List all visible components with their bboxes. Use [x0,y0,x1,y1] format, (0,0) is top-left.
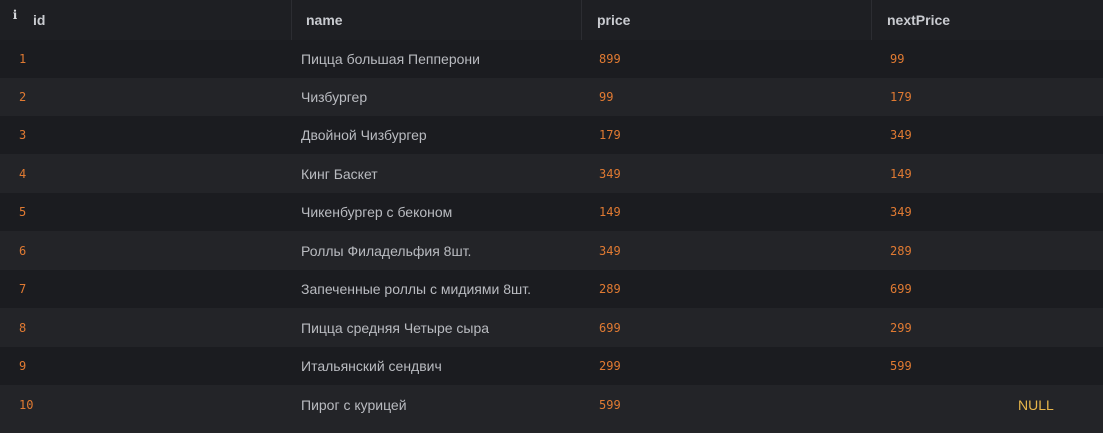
table-row[interactable]: 10 Пирог с курицей 599 NULL [0,386,1103,424]
cell-id[interactable]: 1 [19,52,27,66]
cell-price[interactable]: 599 [599,398,621,412]
cell-id[interactable]: 3 [19,128,27,142]
column-header-label: nextPrice [887,12,951,28]
cell-id[interactable]: 8 [19,321,27,335]
cell-nextprice[interactable]: 349 [890,128,912,142]
cell-price[interactable]: 299 [599,359,621,373]
cell-id[interactable]: 2 [19,90,27,104]
info-icon[interactable]: i [12,8,18,22]
cell-id[interactable]: 10 [19,398,34,412]
cell-nextprice[interactable]: 349 [890,205,912,219]
cell-nextprice[interactable]: 179 [890,90,912,104]
column-header-id[interactable]: i id [0,0,292,40]
cell-id[interactable]: 9 [19,359,27,373]
column-header-label: id [33,12,46,28]
cell-name[interactable]: Чикенбургер с беконом [301,204,453,220]
cell-price[interactable]: 179 [599,128,621,142]
cell-price[interactable]: 99 [599,90,614,104]
cell-name[interactable]: Пицца средняя Четыре сыра [301,320,490,336]
cell-nextprice[interactable]: 699 [890,282,912,296]
column-header-name[interactable]: name [292,0,582,40]
cell-id[interactable]: 4 [19,167,27,181]
cell-name[interactable]: Запеченные роллы с мидиями 8шт. [301,281,531,297]
column-header-label: price [597,12,631,28]
cell-price[interactable]: 289 [599,282,621,296]
cell-name[interactable]: Роллы Филадельфия 8шт. [301,243,472,259]
cell-nextprice[interactable]: 599 [890,359,912,373]
cell-nextprice[interactable]: 299 [890,321,912,335]
cell-name[interactable]: Пирог с курицей [301,397,407,413]
column-header-nextprice[interactable]: nextPrice [872,0,1103,40]
table-row[interactable]: 9 Итальянский сендвич 299 599 [0,347,1103,385]
cell-price[interactable]: 349 [599,167,621,181]
cell-nextprice-null[interactable]: NULL [1018,397,1054,413]
cell-price[interactable]: 149 [599,205,621,219]
cell-name[interactable]: Двойной Чизбургер [301,127,427,143]
table-row[interactable]: 1 Пицца большая Пепперони 899 99 [0,40,1103,78]
cell-name[interactable]: Кинг Баскет [301,166,378,182]
table-row[interactable]: 6 Роллы Филадельфия 8шт. 349 289 [0,232,1103,270]
cell-name[interactable]: Итальянский сендвич [301,358,442,374]
table-row[interactable]: 5 Чикенбургер с беконом 149 349 [0,193,1103,231]
table-row[interactable]: 8 Пицца средняя Четыре сыра 699 299 [0,309,1103,347]
grid-header: i id name price nextPrice [0,0,1103,40]
column-header-label: name [306,12,343,28]
cell-name[interactable]: Пицца большая Пепперони [301,51,480,67]
column-header-price[interactable]: price [582,0,872,40]
table-row[interactable]: 2 Чизбургер 99 179 [0,78,1103,116]
cell-price[interactable]: 349 [599,244,621,258]
cell-name[interactable]: Чизбургер [301,89,368,105]
cell-price[interactable]: 899 [599,52,621,66]
cell-nextprice[interactable]: 99 [890,52,905,66]
cell-price[interactable]: 699 [599,321,621,335]
cell-nextprice[interactable]: 149 [890,167,912,181]
cell-id[interactable]: 5 [19,205,27,219]
cell-id[interactable]: 6 [19,244,27,258]
table-row[interactable]: 7 Запеченные роллы с мидиями 8шт. 289 699 [0,270,1103,308]
table-row[interactable]: 3 Двойной Чизбургер 179 349 [0,116,1103,154]
cell-id[interactable]: 7 [19,282,27,296]
cell-nextprice[interactable]: 289 [890,244,912,258]
table-row[interactable]: 4 Кинг Баскет 349 149 [0,155,1103,193]
